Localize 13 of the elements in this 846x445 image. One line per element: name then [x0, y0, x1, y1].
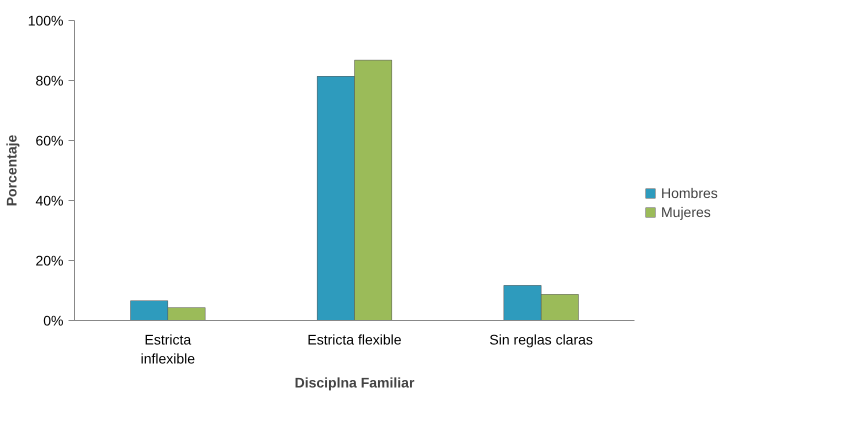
y-tick-label: 40% — [35, 192, 64, 208]
x-tick-label: Sin reglas claras — [489, 332, 593, 348]
y-axis-title: Porcentaje — [4, 134, 20, 206]
x-tick-label: Estricta inflexible — [140, 332, 196, 367]
x-tick-label: Estricta flexible — [307, 332, 402, 348]
x-axis-title: Disciplna Familiar — [294, 374, 415, 391]
y-tick-label: 80% — [35, 72, 64, 88]
y-tick-label: 60% — [35, 132, 64, 148]
y-tick-label: 20% — [35, 252, 64, 268]
legend-label: Mujeres — [661, 204, 711, 220]
y-tick-label: 0% — [43, 312, 64, 328]
y-tick-label: 100% — [28, 12, 64, 28]
legend-label: Hombres — [661, 185, 718, 201]
